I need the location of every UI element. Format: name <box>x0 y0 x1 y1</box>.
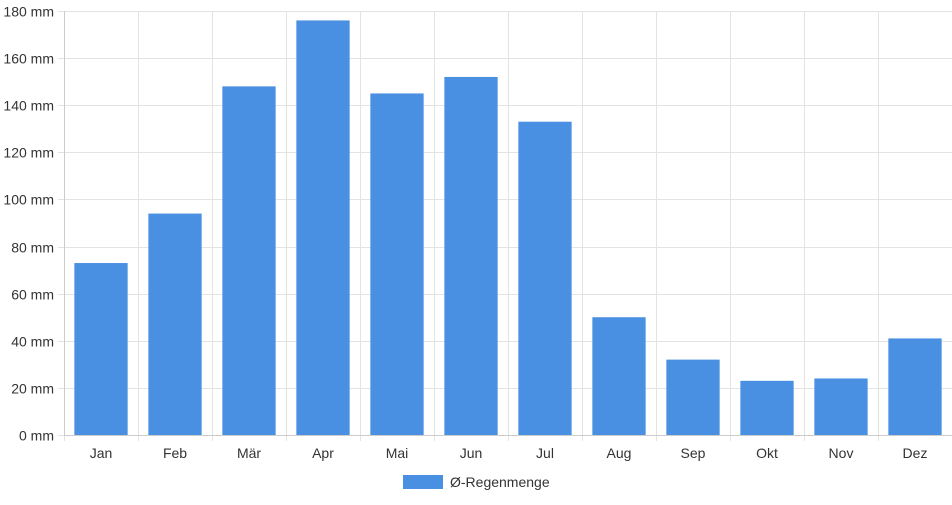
y-tick-label: 160 mm <box>3 51 54 67</box>
y-tick-label: 140 mm <box>3 98 54 114</box>
bar-okt[interactable] <box>740 380 794 435</box>
bar-mai[interactable] <box>370 93 424 435</box>
y-tick-label: 0 mm <box>19 428 54 444</box>
legend[interactable]: Ø-Regenmenge <box>403 474 550 490</box>
x-tick-label: Apr <box>312 445 334 461</box>
bar-jan[interactable] <box>74 263 128 435</box>
bars <box>74 20 942 436</box>
y-tick-label: 60 mm <box>11 287 54 303</box>
x-tick-label: Jul <box>536 445 554 461</box>
legend-label: Ø-Regenmenge <box>450 474 550 490</box>
bar-aug[interactable] <box>592 317 646 435</box>
bar-sep[interactable] <box>666 359 720 435</box>
x-tick-label: Mär <box>237 445 261 461</box>
y-tick-label: 20 mm <box>11 381 54 397</box>
y-tick-label: 180 mm <box>3 4 54 20</box>
bar-jul[interactable] <box>518 121 572 435</box>
bar-nov[interactable] <box>814 378 868 435</box>
bar-apr[interactable] <box>296 20 350 436</box>
y-tick-label: 80 mm <box>11 240 54 256</box>
y-tick-label: 120 mm <box>3 145 54 161</box>
bar-dez[interactable] <box>888 338 942 435</box>
x-tick-label: Jan <box>90 445 113 461</box>
x-tick-labels: Jan Feb Mär Apr Mai Jun Jul Aug Sep Okt Nov Dez <box>90 445 928 461</box>
bar-jun[interactable] <box>444 76 498 435</box>
x-tick-label: Sep <box>681 445 706 461</box>
x-tick-label: Jun <box>460 445 483 461</box>
x-tick-label: Dez <box>903 445 928 461</box>
bar-mär[interactable] <box>222 86 276 435</box>
y-tick-labels: 0 mm 20 mm 40 mm 60 mm 80 mm 100 mm 120 mm 140 … <box>3 4 54 444</box>
y-tick-label: 100 mm <box>3 192 54 208</box>
x-tick-label: Mai <box>386 445 409 461</box>
legend-swatch <box>403 475 443 489</box>
y-tick-label: 40 mm <box>11 334 54 350</box>
axes <box>64 11 952 436</box>
x-tick-label: Okt <box>756 445 778 461</box>
x-tick-label: Aug <box>607 445 632 461</box>
x-tick-label: Feb <box>163 445 187 461</box>
bar-feb[interactable] <box>148 213 202 435</box>
x-tick-label: Nov <box>829 445 854 461</box>
